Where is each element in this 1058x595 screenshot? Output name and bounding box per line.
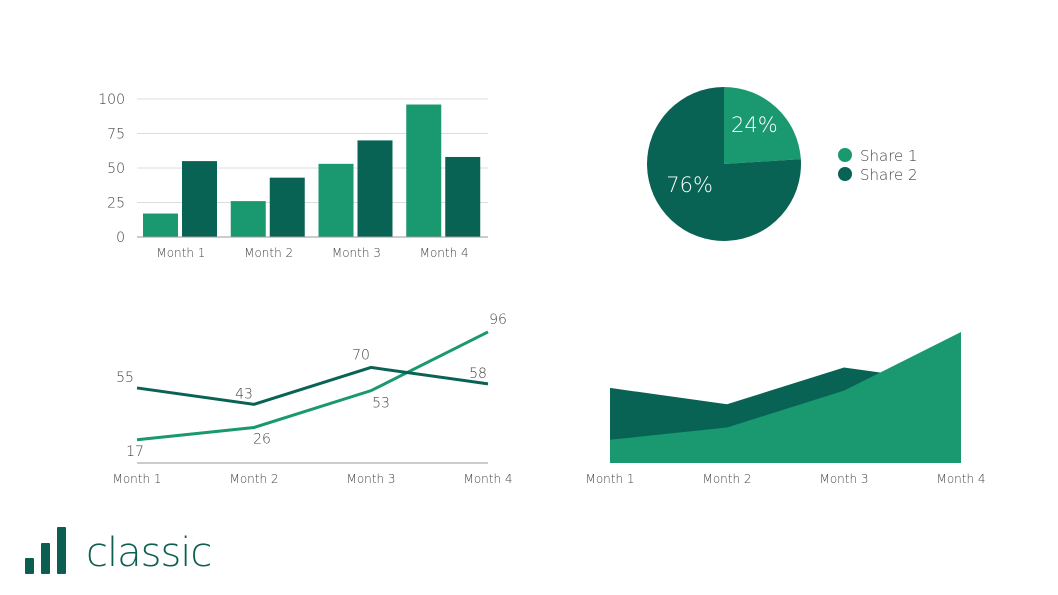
- x-tick-label: Month 4: [420, 246, 469, 260]
- data-label: 96: [489, 312, 507, 328]
- bar: [318, 163, 354, 237]
- pie-value-label: 76%: [666, 173, 713, 197]
- y-tick-label: 75: [107, 127, 125, 143]
- legend-swatch: [838, 148, 852, 162]
- bar: [445, 156, 481, 237]
- data-label: 43: [235, 386, 253, 402]
- x-tick-label: Month 3: [346, 472, 395, 486]
- series-line: [136, 365, 489, 406]
- x-tick-label: Month 1: [585, 472, 634, 486]
- x-tick-label: Month 2: [702, 472, 751, 486]
- bar: [143, 213, 178, 237]
- x-tick-label: Month 4: [936, 472, 985, 486]
- y-tick-label: 100: [98, 92, 125, 108]
- x-tick-label: Month 1: [156, 246, 205, 260]
- legend-swatch: [838, 167, 852, 181]
- pie-slice: [647, 87, 801, 242]
- series-line: [136, 330, 489, 442]
- logo-text: classic: [86, 530, 212, 576]
- data-label: 53: [372, 396, 390, 412]
- y-tick-label: 25: [107, 196, 125, 212]
- bar: [230, 201, 266, 237]
- data-label: 55: [116, 370, 134, 386]
- data-label: 26: [253, 432, 271, 448]
- bar: [357, 140, 393, 237]
- legend-label: Share 1: [860, 147, 918, 165]
- pie-slice: [724, 87, 801, 164]
- data-label: 70: [352, 347, 370, 363]
- area-series: [610, 331, 961, 463]
- bar: [406, 104, 442, 238]
- bar: [182, 161, 217, 237]
- data-label: 17: [126, 444, 144, 460]
- x-tick-label: Month 3: [332, 246, 381, 260]
- x-tick-label: Month 1: [112, 472, 161, 486]
- legend-label: Share 2: [860, 166, 918, 184]
- y-tick-label: 0: [116, 230, 125, 246]
- x-tick-label: Month 2: [229, 472, 278, 486]
- data-label: 58: [469, 366, 487, 382]
- pie-value-label: 24%: [731, 113, 778, 137]
- bar-chart-icon: [25, 527, 66, 574]
- bar: [269, 177, 305, 237]
- x-tick-label: Month 4: [463, 472, 512, 486]
- x-tick-label: Month 2: [244, 246, 293, 260]
- x-tick-label: Month 3: [819, 472, 868, 486]
- y-tick-label: 50: [107, 161, 125, 177]
